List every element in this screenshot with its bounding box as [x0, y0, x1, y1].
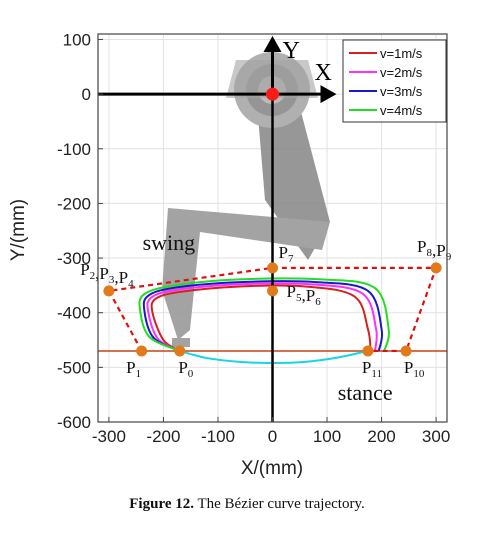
legend-label: v=3m/s: [380, 84, 423, 99]
frame-x-letter: X: [315, 60, 332, 86]
x-tick-label: 100: [313, 427, 341, 446]
control-polygon-line: [107, 266, 438, 353]
control-point-label-P5: P5,P6: [287, 282, 322, 308]
caption-text: The Bézier curve trajectory.: [193, 496, 365, 512]
control-points: P1 P0 P2,P3,P4 P5,P6 P7 P8,P9 P10 P11: [80, 237, 451, 380]
legend: v=1m/s v=2m/s v=3m/s v=4m/s: [342, 39, 447, 123]
x-axis-label: X/(mm): [241, 458, 303, 479]
legend-label: v=2m/s: [380, 65, 423, 80]
control-point-P8: [430, 262, 442, 274]
legend-label: v=1m/s: [380, 46, 423, 61]
y-tick-label: 0: [82, 85, 91, 104]
x-tick-label: -100: [201, 427, 235, 446]
body-frame-axes: YX: [98, 36, 337, 422]
y-tick-label: -400: [57, 304, 91, 323]
frame-origin-dot: [266, 87, 279, 101]
control-point-P10: [400, 345, 412, 357]
control-point-label-P1: P1: [126, 358, 141, 380]
x-tick-label: -300: [92, 427, 126, 446]
control-polygon: [107, 266, 438, 353]
control-point-P11: [362, 345, 374, 357]
control-point-P0: [174, 345, 186, 357]
control-point-P1: [136, 345, 148, 357]
control-point-label-P7: P7: [279, 243, 294, 265]
y-tick-label: -200: [57, 194, 91, 213]
x-tick-label: 200: [367, 427, 395, 446]
x-tick-label: 300: [422, 427, 450, 446]
control-point-label-P8: P8,P9: [417, 237, 452, 263]
annotations: swing stance: [143, 230, 393, 405]
swing-curve: [146, 282, 378, 352]
legend-label: v=4m/s: [380, 103, 423, 118]
frame-y-arrow-head: [263, 36, 282, 52]
stance-curve: [179, 349, 369, 364]
control-point-label-P0: P0: [178, 358, 193, 380]
figure-caption: Figure 12. The Bézier curve trajectory.: [0, 496, 494, 513]
y-tick-label: -100: [57, 140, 91, 159]
annotation-stance: stance: [338, 380, 393, 405]
annotation-swing: swing: [143, 230, 196, 255]
tick-labels: -300 -200 -100 0 100 200 300 100 0 -100 -200 -300 -4…: [57, 30, 450, 446]
control-point-label-P11: P11: [362, 358, 382, 380]
control-point-label-P2: P2,P3,P4: [80, 260, 134, 290]
control-point-label-P10: P10: [404, 358, 425, 380]
swing-curve: [150, 284, 372, 352]
control-point-P5: [267, 285, 278, 297]
control-point-P7: [267, 262, 278, 274]
y-tick-label: 100: [63, 30, 91, 49]
y-tick-label: -500: [57, 358, 91, 377]
y-tick-label: -300: [57, 249, 91, 268]
frame-y-letter: Y: [283, 38, 300, 64]
x-tick-label: 0: [268, 427, 277, 446]
y-axis-label: Y/(mm): [8, 199, 29, 261]
frame-x-arrow-head: [320, 85, 337, 104]
swing-curve: [138, 277, 390, 352]
swing-curve: [142, 280, 383, 352]
y-tick-label: -600: [57, 413, 91, 432]
control-point-P2: [103, 285, 115, 297]
x-tick-label: -200: [146, 427, 180, 446]
caption-prefix: Figure 12.: [129, 496, 194, 512]
